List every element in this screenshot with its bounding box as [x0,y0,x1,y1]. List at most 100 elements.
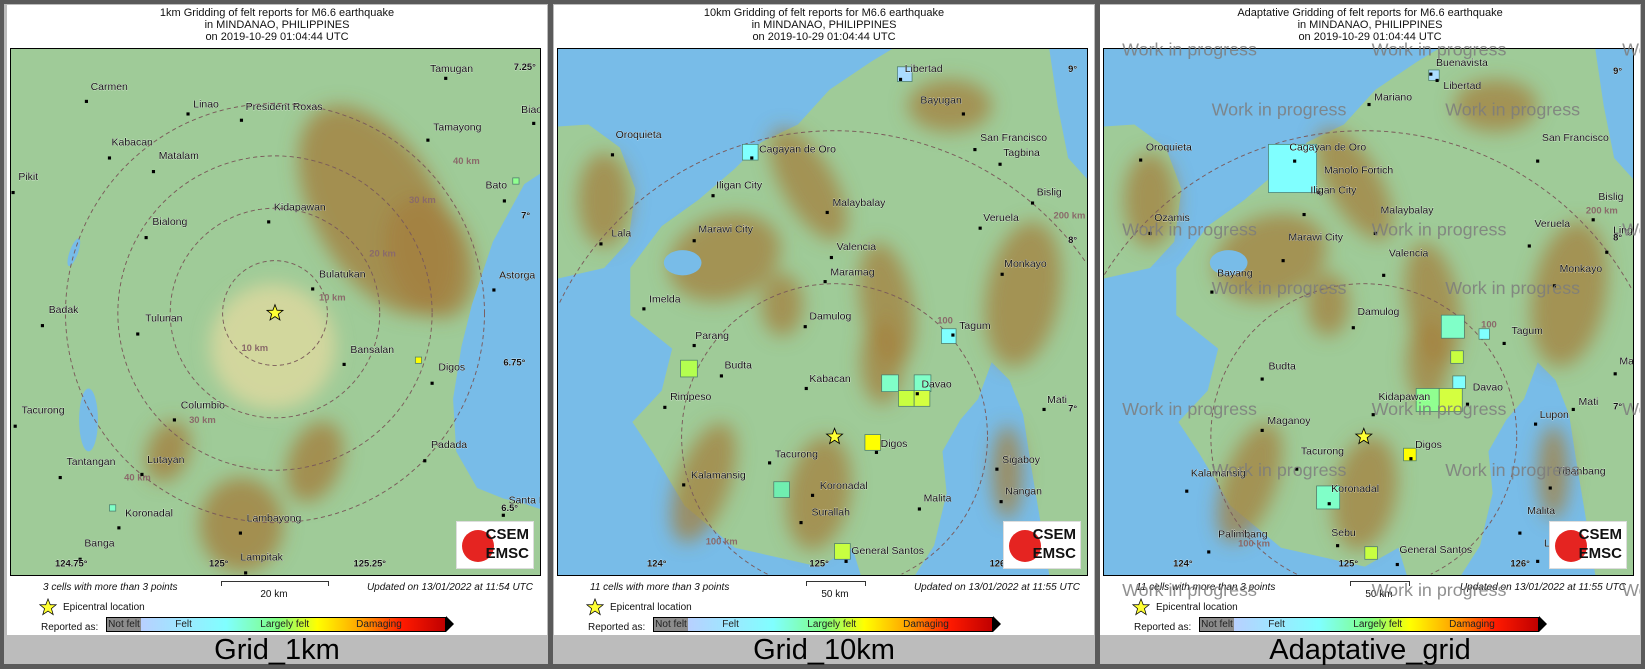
felt-report-cell [834,543,851,560]
city-label: Bialong [152,217,187,228]
city-label: President Roxas [246,102,323,113]
star-icon [39,598,57,616]
distance-label: 10 km [241,342,268,353]
city-label: Bayugan [920,95,962,106]
felt-report-cell [1316,485,1341,510]
city-label: Damulog [1358,307,1400,318]
city-label: Kidapawan [274,202,326,213]
city-marker [1336,544,1340,548]
scale-felt: Felt [175,619,192,630]
city-marker [1382,273,1386,277]
city-label: Carmen [91,82,128,93]
mountain [1453,79,1538,132]
graticule-label: 126° [990,558,1010,569]
city-marker [13,424,17,428]
city-marker [1536,159,1540,163]
land-area [630,49,1087,575]
mountain [1537,425,1570,520]
map-canvas[interactable]: 10 km 10 km 20 km 30 km 40 km 30 km 40 km Carme… [11,49,540,575]
felt-report-cell [1428,69,1440,81]
city-label: Veruela [983,213,1019,224]
felt-report-cell [1478,328,1490,340]
felt-reports-map[interactable]: 100 km 100 200 km Buenavista Libertad Mariano… [1103,48,1634,576]
graticule-label: 6.75° [503,356,525,367]
city-marker [1351,326,1355,330]
city-marker [1548,486,1552,490]
city-marker [642,307,646,311]
distance-label: 200 km [1053,210,1085,221]
scale-not-felt: Not felt [1200,618,1234,631]
mountain [145,420,191,482]
title-line: on 2019-10-29 01:04:44 UTC [752,31,896,43]
city-marker [117,526,121,530]
distance-circle [222,260,328,366]
map-title: 10km Gridding of felt reports for M6.6 e… [554,7,1094,43]
city-marker [267,220,271,224]
star-icon [586,598,604,616]
lake [79,388,98,452]
city-label: Bulatukan [319,269,366,280]
title-line: 10km Gridding of felt reports for M6.6 e… [703,7,945,19]
city-marker [1293,159,1297,163]
city-marker [1613,372,1617,376]
city-marker [1605,250,1609,254]
updated-timestamp: Updated on 13/01/2022 at 11:54 UTC [366,582,533,593]
scale-arrow-icon [446,616,454,632]
city-label: Santa Mari [509,496,540,507]
city-label: Banga [84,539,114,550]
city-label: Tantangan [67,457,116,468]
city-label: Libertad [1443,81,1481,92]
city-label: Tagbina [1003,148,1040,159]
city-label: Marawi City [698,224,753,235]
city-marker [973,148,977,152]
city-label: Kalamansig [1191,469,1246,480]
mountain [1315,128,1394,241]
lake [663,250,702,276]
city-marker [1317,190,1321,195]
graticule-label: 125° [809,558,829,569]
sea-area [453,173,540,509]
city-marker [1260,428,1264,432]
mountain [984,221,1062,367]
city-marker [1139,158,1143,162]
felt-reports-map[interactable]: 10 km 10 km 20 km 30 km 40 km 30 km 40 km Carme… [10,48,541,576]
scale-bar [221,581,329,586]
scale-label: 20 km [260,589,288,600]
title-line: Adaptative Gridding of felt reports for … [1237,7,1503,19]
logo-text: EMSC [485,545,529,562]
city-marker [711,194,715,198]
intensity-color-scale: Not felt Felt Largely felt Damaging [653,617,993,632]
logo-text: CSEM [485,526,529,543]
logo-text: CSEM [1578,526,1622,543]
mountain [577,152,631,248]
graticule-label: 124° [647,558,667,569]
city-label: Lambayong [247,514,302,525]
city-marker [136,332,140,336]
title-line: on 2019-10-29 01:04:44 UTC [1298,31,1442,43]
graticule-label: 9° [1068,63,1077,74]
scale-bar [1350,581,1410,586]
map-canvas[interactable]: 100 km 100 200 km Libertad Bayugan Oroquieta C… [558,49,1087,575]
csem-emsc-logo: CSEM EMSC [1003,521,1081,569]
graticule-label: 7° [1068,403,1077,414]
felt-report-cell [1438,388,1463,412]
scale-not-felt: Not felt [654,618,688,631]
city-label: Iligan City [716,180,763,191]
city-label: Lutayan [147,455,184,466]
map-canvas[interactable]: 100 km 100 200 km Buenavista Libertad Mariano… [1104,49,1633,575]
city-label: Malaybalay [832,198,886,209]
city-marker [107,156,112,160]
panel-adaptative-grid: Adaptative Gridding of felt reports for … [1100,5,1640,635]
city-marker [1302,212,1306,217]
panel-grid-1km: 1km Gridding of felt reports for M6.6 ea… [7,5,547,635]
city-marker [1042,407,1046,412]
distance-label: 100 km [1238,538,1270,549]
city-marker [663,405,667,409]
city-marker [144,236,148,240]
felt-reports-map[interactable]: 100 km 100 200 km Libertad Bayugan Oroquieta C… [557,48,1088,576]
city-marker [1435,78,1439,83]
reported-as-label: Reported as: [41,622,99,633]
city-marker [1367,102,1371,107]
city-label: Manolo Fortich [1324,166,1393,177]
